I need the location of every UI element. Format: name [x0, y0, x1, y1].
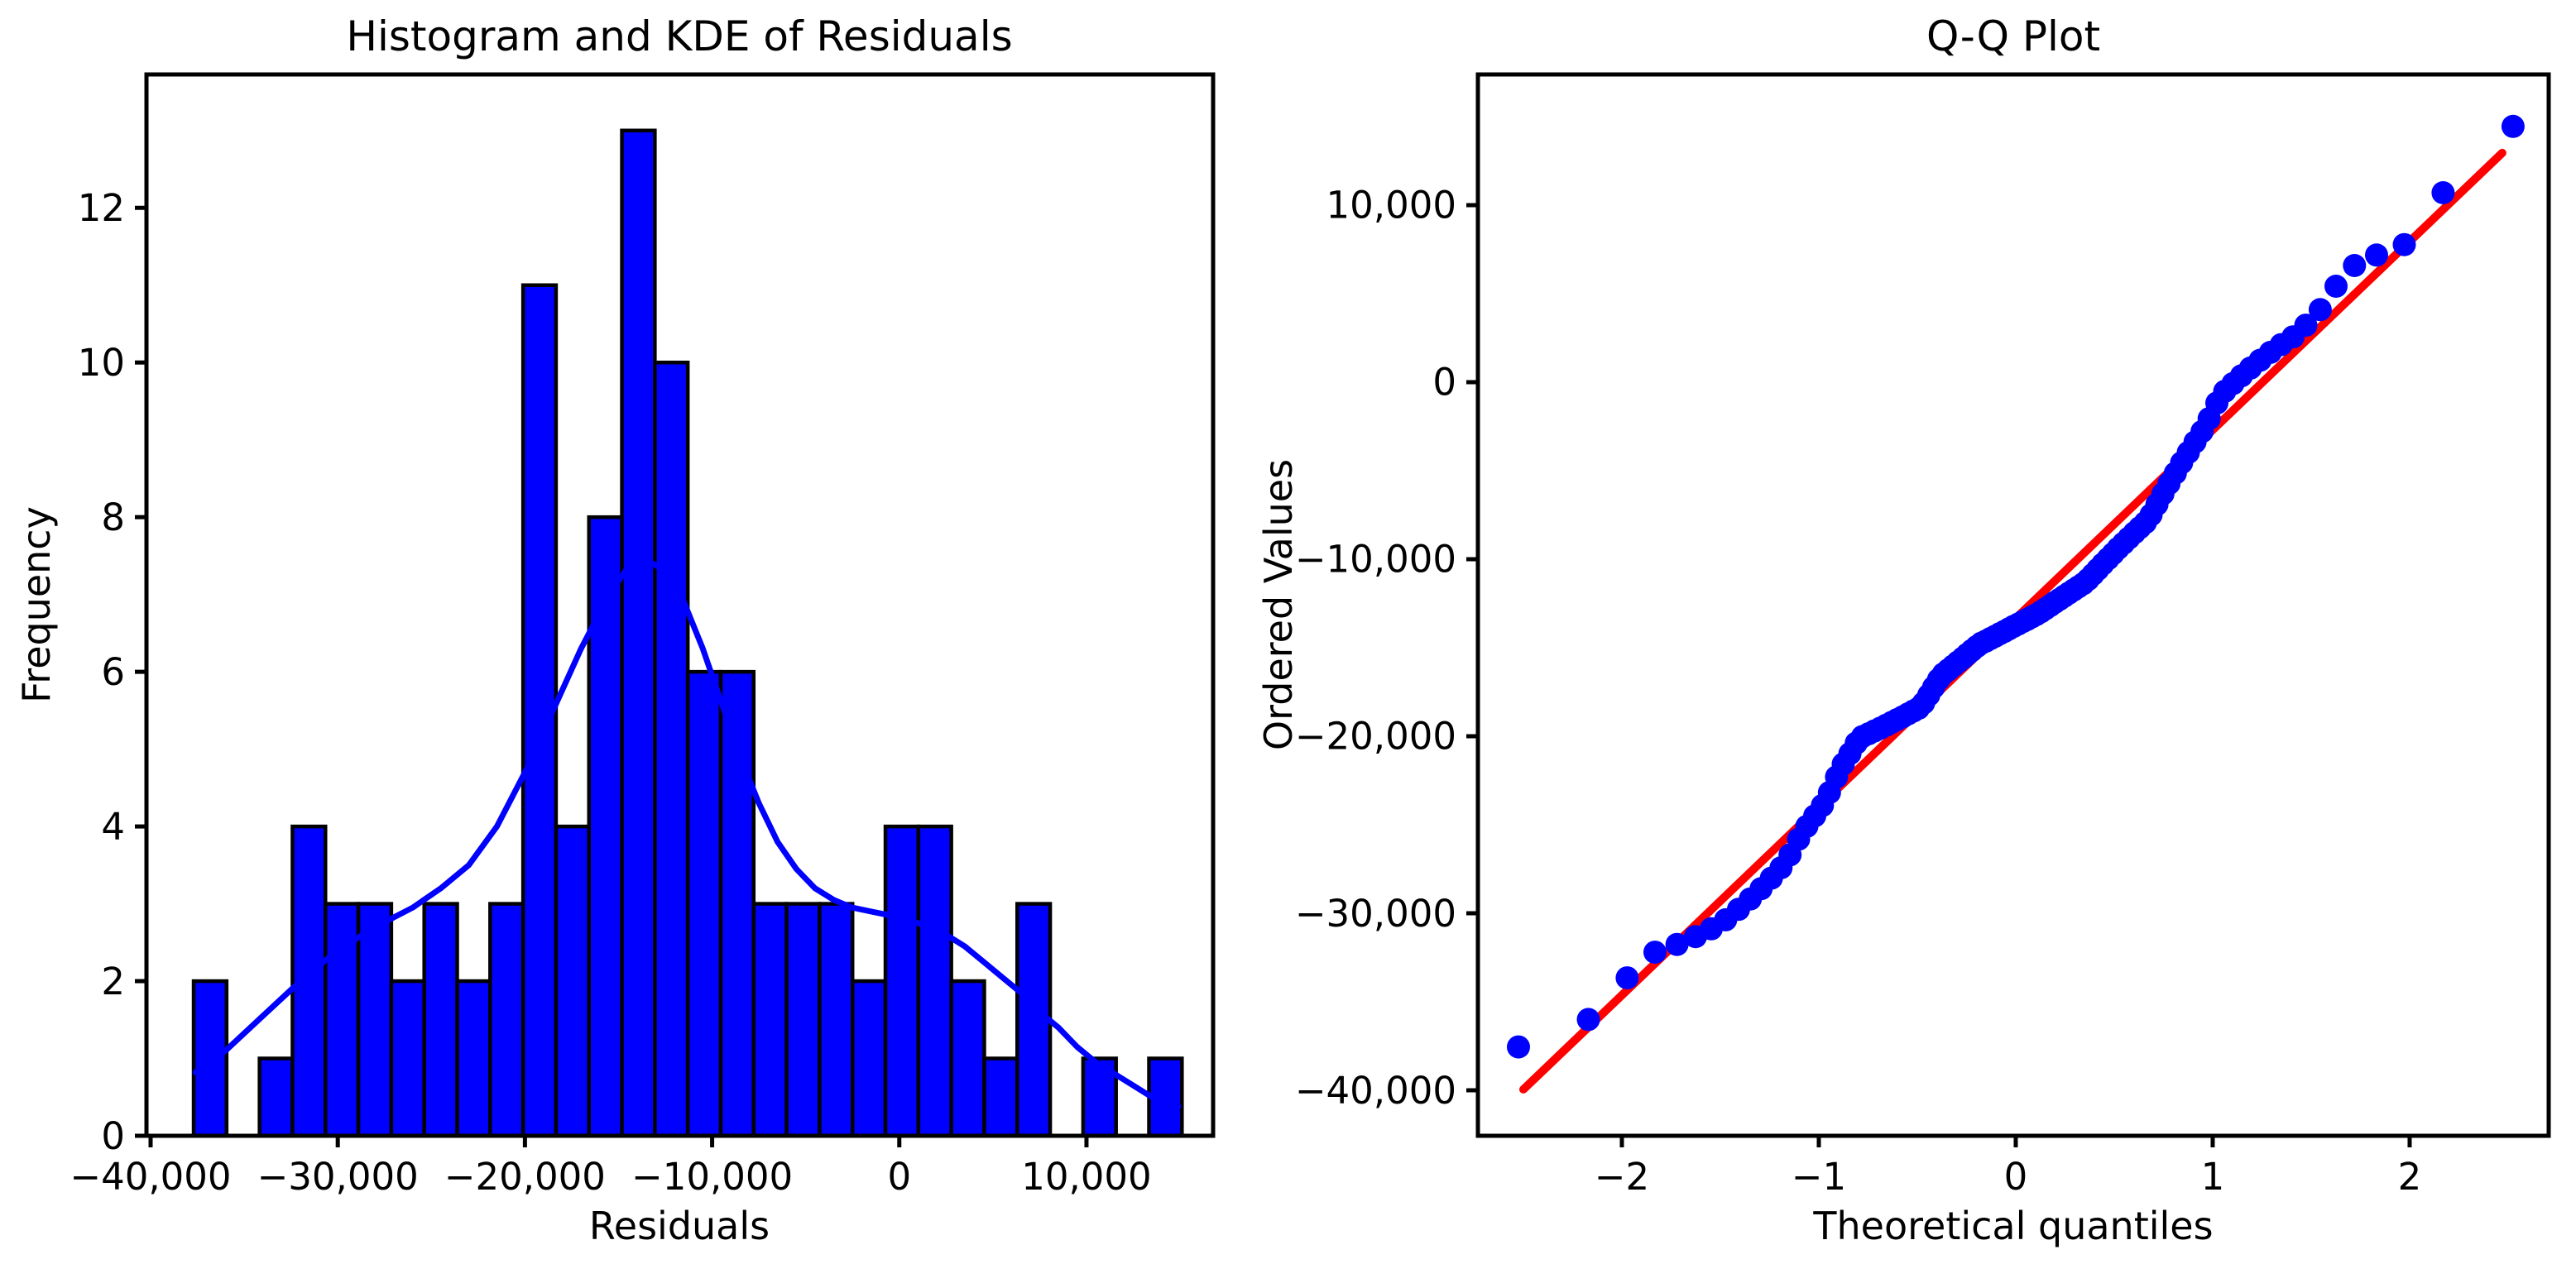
qq-point — [1615, 966, 1639, 990]
histogram-bar — [389, 979, 426, 1138]
right-plot-title: Q-Q Plot — [1926, 12, 2101, 60]
qq-point — [2365, 243, 2388, 267]
qq-point — [2343, 254, 2367, 277]
qq-point — [2501, 114, 2525, 138]
histogram-y-tick-label: 12 — [78, 186, 125, 230]
histogram-y-tick-label: 2 — [101, 960, 125, 1003]
histogram-bar — [488, 902, 525, 1138]
qq-axes: −2 −1 0 1 2 10,000 0 −10,000 −20,000 −30,000 −40,0… — [1295, 72, 2551, 1199]
qq-x-tick-label: −1 — [1792, 1155, 1846, 1199]
histogram-bar — [850, 979, 888, 1138]
qq-point — [2324, 275, 2348, 298]
qq-point — [2294, 314, 2318, 338]
qq-x-tick-label: 2 — [2398, 1155, 2422, 1199]
left-plot-title: Histogram and KDE of Residuals — [346, 12, 1013, 60]
histogram-bar — [520, 283, 559, 1138]
histogram-bar — [554, 824, 591, 1138]
histogram-bar — [982, 1056, 1019, 1138]
qq-y-tick-label: −10,000 — [1295, 538, 1456, 582]
right-plot-xlabel: Theoretical quantiles — [1813, 1204, 2214, 1248]
histogram-bar — [883, 824, 921, 1138]
histogram-y-tick-label: 4 — [101, 805, 125, 849]
histogram-y-tick-label: 0 — [101, 1114, 125, 1158]
histogram-x-tick-label: −30,000 — [257, 1155, 419, 1199]
qq-y-tick-label: −30,000 — [1295, 892, 1456, 936]
histogram-bar — [751, 902, 789, 1138]
histogram-x-tick-label: −20,000 — [444, 1155, 606, 1199]
qq-points — [1507, 114, 2525, 1059]
histogram-bar — [620, 128, 657, 1138]
qq-point — [2431, 181, 2455, 204]
histogram-bar — [257, 1056, 295, 1138]
histogram-axes: −40,000 −30,000 −20,000 −10,000 0 10,000 0 2 4 6 8… — [70, 72, 1216, 1199]
qq-y-tick-label: 10,000 — [1326, 184, 1456, 227]
histogram-bar — [949, 979, 986, 1138]
histogram-y-tick-label: 8 — [101, 496, 125, 539]
qq-x-tick-label: −2 — [1595, 1155, 1649, 1199]
histogram-x-tick-label: 0 — [887, 1155, 911, 1199]
qq-x-tick-label: 0 — [2004, 1155, 2028, 1199]
histogram-bars — [191, 128, 1184, 1138]
qq-point — [1643, 941, 1667, 965]
qq-x-tick-label: 1 — [2201, 1155, 2225, 1199]
qq-point — [1507, 1035, 1530, 1059]
qq-y-tick-label: −20,000 — [1295, 715, 1456, 759]
qq-point — [2392, 232, 2416, 256]
qq-point — [1665, 932, 1689, 956]
left-plot-ylabel: Frequency — [14, 506, 59, 703]
right-plot-ylabel: Ordered Values — [1256, 458, 1301, 751]
histogram-x-tick-label: 10,000 — [1021, 1155, 1151, 1199]
histogram-bar — [455, 979, 492, 1138]
histogram-y-tick-label: 10 — [78, 341, 125, 385]
qq-y-tick-label: −40,000 — [1295, 1069, 1456, 1113]
histogram-bar — [356, 902, 394, 1138]
histogram-bar — [818, 902, 855, 1138]
histogram-bar — [685, 669, 723, 1138]
left-plot-xlabel: Residuals — [588, 1204, 770, 1248]
histogram-bar — [587, 515, 624, 1138]
histogram-bar — [422, 902, 459, 1138]
qq-spines — [1475, 72, 2551, 1138]
histogram-x-tick-label: −10,000 — [631, 1155, 793, 1199]
kde-curve — [192, 557, 1182, 1109]
histogram-bar — [653, 360, 690, 1138]
histogram-spines — [144, 72, 1216, 1138]
histogram-x-tick-label: −40,000 — [70, 1155, 231, 1199]
histogram-bar — [784, 902, 822, 1138]
histogram-bar — [916, 824, 953, 1138]
histogram-y-tick-label: 6 — [101, 650, 125, 694]
qq-point — [1576, 1008, 1600, 1032]
qq-y-tick-label: 0 — [1432, 361, 1456, 405]
qq-point — [2308, 298, 2332, 322]
